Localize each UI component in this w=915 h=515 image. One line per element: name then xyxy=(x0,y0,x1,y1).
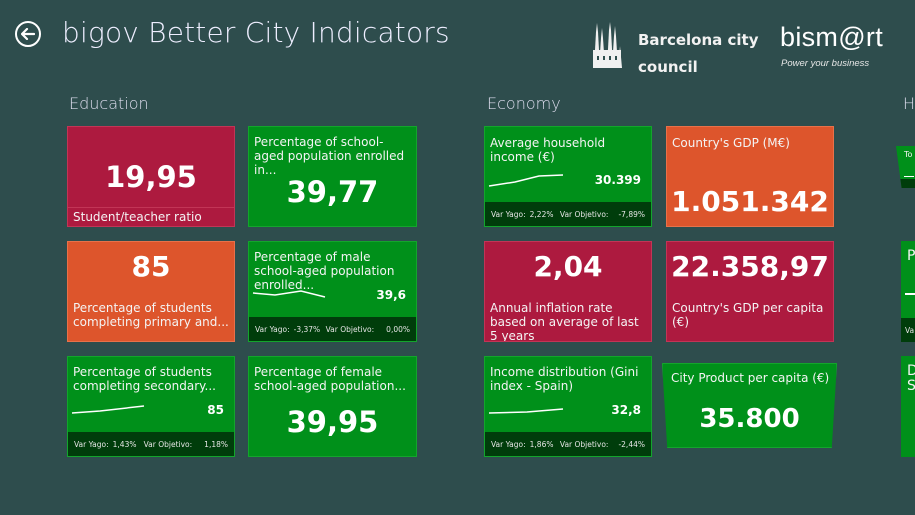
var-objetivo-value: -7,89% xyxy=(618,209,645,219)
tile-value: 32,8 xyxy=(611,403,641,417)
sparkline-chart xyxy=(904,176,914,177)
tile-clipped-1[interactable]: To he xyxy=(896,146,915,188)
tile-gini-index[interactable]: Income distribution (Gini index - Spain)… xyxy=(484,356,652,457)
tile-footer: Var Yago: 2,22% Var Objetivo: -7,89% xyxy=(485,202,651,226)
tile-inflation-rate[interactable]: 2,04 Annual inflation rate based on aver… xyxy=(484,241,652,342)
group-title-education[interactable]: Education xyxy=(69,94,149,113)
tile-caption: Country's GDP (M€) xyxy=(672,136,790,150)
sparkline-chart xyxy=(905,293,915,295)
tile-caption: Percentage of students completing second… xyxy=(73,365,216,393)
tile-value: 85 xyxy=(207,403,224,417)
bismart-tagline: Power your business xyxy=(781,58,870,69)
var-yago-value: 1,86% xyxy=(529,439,554,449)
tile-footer: Var Yago: 1,43% Var Objetivo: 1,18% xyxy=(68,432,234,456)
var-yago-value: 2,22% xyxy=(529,209,554,219)
var-yago-label: Var Yago: xyxy=(491,209,526,219)
group-title-health[interactable]: H xyxy=(903,94,915,113)
tile-footer: Va xyxy=(901,318,915,342)
tile-female-enrolled[interactable]: Percentage of female school-aged populat… xyxy=(248,356,417,457)
tile-clipped-3[interactable]: D S xyxy=(901,356,915,457)
tile-caption: Percentage of male school-aged populatio… xyxy=(254,250,395,292)
tile-male-enrolled[interactable]: Percentage of male school-aged populatio… xyxy=(248,241,417,342)
var-yago-label: Var Yago: xyxy=(255,324,290,334)
tile-value: 30.399 xyxy=(594,173,641,187)
tile-value: 22.358,97 xyxy=(671,250,829,283)
tile-caption: Percentage of school-aged population enr… xyxy=(254,135,405,177)
tile-gdp-per-capita[interactable]: 22.358,97 Country's GDP per capita (€) xyxy=(666,241,834,342)
var-objetivo-value: 1,18% xyxy=(204,439,228,449)
var-objetivo-label: Var Objetivo: xyxy=(143,439,193,449)
tile-caption: D S xyxy=(907,363,915,394)
partner-line-2: council xyxy=(638,58,698,76)
var-yago-label: Var Yago: xyxy=(74,439,109,449)
sparkline-chart xyxy=(252,290,326,298)
var-objetivo-label: Var Objetivo: xyxy=(559,439,609,449)
tile-school-enrolled[interactable]: Percentage of school-aged population enr… xyxy=(248,126,417,227)
app-title: bigov Better City Indicators xyxy=(62,16,450,49)
tile-value: 19,95 xyxy=(105,160,197,194)
tile-divider xyxy=(68,207,234,208)
var-yago-value: -3,37% xyxy=(293,324,321,334)
tile-country-gdp[interactable]: Country's GDP (M€) 1.051.342 xyxy=(666,126,834,227)
sparkline-chart xyxy=(488,408,564,414)
tile-footer xyxy=(896,179,915,188)
tile-value: 39,77 xyxy=(286,175,379,209)
tile-value: 85 xyxy=(131,250,171,283)
tile-caption: City Product per capita (€) xyxy=(671,371,830,385)
tile-footer: Var Yago: -3,37% Var Objetivo: 0,00% xyxy=(249,317,416,341)
var-yago-value: 1,43% xyxy=(112,439,137,449)
sagrada-familia-logo-icon xyxy=(593,22,622,68)
tile-caption: P xyxy=(907,248,915,264)
bismart-logo: bism@rt xyxy=(780,22,884,52)
tile-household-income[interactable]: Average household income (€) 30.399 Var … xyxy=(484,126,652,227)
var-objetivo-label: Var Objetivo: xyxy=(325,324,375,334)
sparkline-chart xyxy=(488,174,564,187)
var-objetivo-label: Var Objetivo: xyxy=(559,209,609,219)
tile-value: 39,95 xyxy=(286,405,379,439)
tile-primary-completion[interactable]: 85 Percentage of students completing pri… xyxy=(67,241,235,342)
tile-clipped-2[interactable]: P Va xyxy=(901,241,915,342)
var-objetivo-value: -2,44% xyxy=(618,439,645,449)
var-yago-label: Va xyxy=(905,325,915,335)
arrow-left-icon xyxy=(21,28,35,40)
tile-caption: To he xyxy=(904,150,915,159)
tile-caption: Percentage of students completing primar… xyxy=(73,301,229,329)
tile-value: 35.800 xyxy=(699,404,800,434)
back-button[interactable] xyxy=(15,21,41,47)
tile-caption: Income distribution (Gini index - Spain) xyxy=(490,365,639,393)
tile-caption: Country's GDP per capita (€) xyxy=(672,301,824,329)
tile-secondary-completion[interactable]: Percentage of students completing second… xyxy=(67,356,235,457)
tile-value: 39,6 xyxy=(376,288,406,302)
var-objetivo-value: 0,00% xyxy=(386,324,410,334)
sparkline-chart xyxy=(71,405,145,414)
tile-caption: Annual inflation rate based on average o… xyxy=(490,301,639,342)
group-title-economy[interactable]: Economy xyxy=(487,94,561,113)
tile-caption: Average household income (€) xyxy=(490,136,606,164)
partner-line-1: Barcelona city xyxy=(638,31,759,49)
tile-footer: Var Yago: 1,86% Var Objetivo: -2,44% xyxy=(485,432,651,456)
tile-city-product-per-capita[interactable]: City Product per capita (€) 35.800 xyxy=(662,363,837,448)
tile-value: 2,04 xyxy=(533,250,603,283)
var-yago-label: Var Yago: xyxy=(491,439,526,449)
tile-caption: Student/teacher ratio xyxy=(73,210,202,224)
tile-caption: Percentage of female school-aged populat… xyxy=(254,365,406,393)
barcelona-council-text: Barcelona city council xyxy=(638,27,758,81)
tile-student-teacher-ratio[interactable]: 19,95 Student/teacher ratio xyxy=(67,126,235,227)
tile-value: 1.051.342 xyxy=(671,185,829,218)
